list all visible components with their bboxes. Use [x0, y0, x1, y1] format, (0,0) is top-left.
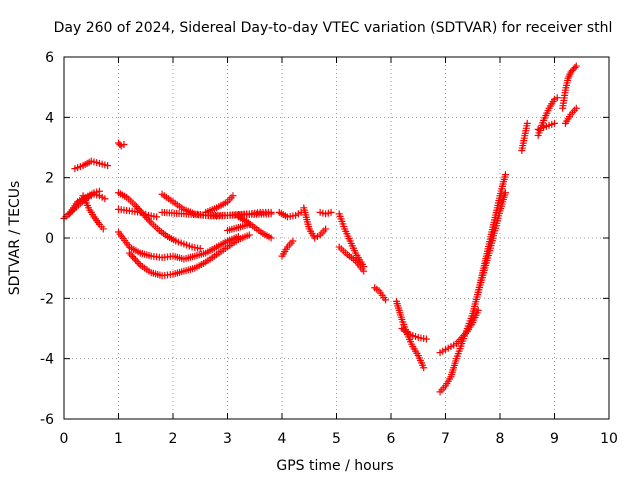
data-point	[267, 210, 275, 218]
series-arc-z	[474, 189, 509, 296]
series-arc-d	[79, 192, 107, 233]
data-point	[135, 259, 143, 267]
data-point	[360, 267, 368, 275]
series-arc-s	[335, 210, 368, 271]
y-tick-label: 2	[45, 171, 54, 187]
y-tick-label: -6	[40, 412, 54, 428]
data-point	[133, 258, 141, 266]
data-point	[501, 171, 509, 179]
series-arc-i	[125, 231, 253, 280]
axis-ticks: 0 1 2 3 4 5 6 7 8 9 10 -6 -4 -2 0 2 4 6	[40, 50, 618, 447]
data-point	[553, 94, 561, 102]
series-arc-c	[65, 187, 103, 218]
data-point	[572, 62, 580, 70]
x-tick-label: 0	[60, 431, 69, 447]
series-arc-r	[316, 208, 335, 218]
data-point	[127, 251, 135, 259]
y-tick-label: -4	[40, 352, 54, 368]
series-arc-w	[398, 325, 430, 343]
data-point	[153, 213, 161, 221]
x-axis-label: GPS time / hours	[276, 458, 393, 474]
data-point	[572, 104, 580, 112]
data-point	[146, 217, 154, 225]
x-tick-label: 3	[223, 431, 232, 447]
series-arc-q	[300, 204, 330, 242]
x-tick-label: 10	[600, 431, 618, 447]
y-tick-label: 6	[45, 50, 54, 66]
data-point	[130, 254, 138, 262]
data-point	[196, 245, 204, 253]
series-arc-t	[335, 243, 368, 275]
data-point	[99, 225, 107, 233]
series-arc-n	[224, 220, 253, 234]
y-tick-label: -2	[40, 291, 54, 307]
data-point	[322, 225, 330, 233]
data-point	[245, 231, 253, 239]
data-point	[101, 195, 109, 203]
data-point	[120, 140, 128, 148]
grid-lines	[64, 57, 609, 419]
data-point	[420, 364, 428, 372]
series-arc-v	[392, 297, 428, 372]
series-arc-o	[275, 208, 305, 221]
series-arc-p	[278, 237, 297, 260]
series-arc-h	[115, 228, 242, 263]
series-arc-ad	[559, 62, 580, 112]
data-point	[422, 335, 430, 343]
x-tick-label: 4	[278, 431, 287, 447]
x-tick-label: 7	[441, 431, 450, 447]
series-arc-g	[115, 205, 161, 221]
data-point	[523, 119, 531, 127]
data-point	[267, 234, 275, 242]
x-tick-label: 2	[169, 431, 178, 447]
data-point	[474, 306, 482, 314]
x-tick-label: 9	[550, 431, 559, 447]
data-point	[571, 64, 579, 72]
data-point	[132, 256, 140, 264]
series-arc-e	[115, 139, 128, 150]
chart-title: Day 260 of 2024, Sidereal Day-to-day VTE…	[54, 20, 613, 36]
x-tick-label: 5	[332, 431, 341, 447]
data-point	[327, 208, 335, 216]
x-tick-label: 1	[114, 431, 123, 447]
data-point	[129, 253, 137, 261]
x-tick-label: 6	[387, 431, 396, 447]
data-point	[104, 162, 112, 170]
data-point	[125, 249, 133, 257]
series-arc-aa	[518, 119, 531, 155]
y-tick-label: 0	[45, 231, 54, 247]
series-arc-x	[436, 171, 509, 396]
y-axis-label: SDTVAR / TECUs	[7, 181, 23, 296]
data-point	[229, 192, 237, 200]
x-tick-label: 8	[496, 431, 505, 447]
data-point	[289, 237, 297, 245]
data-point	[245, 220, 253, 228]
plot-frame	[63, 56, 610, 420]
y-tick-label: 4	[45, 110, 54, 126]
data-point	[95, 187, 103, 195]
data-point	[501, 189, 509, 197]
series-arc-u	[371, 284, 390, 304]
series-arc-ac	[534, 119, 558, 133]
data-point	[382, 296, 390, 304]
data-points	[60, 62, 580, 396]
series-arc-y	[436, 306, 482, 357]
series-arc-ab	[534, 94, 561, 139]
series-arc-b	[71, 157, 112, 173]
data-point	[551, 119, 558, 127]
series-arc-l	[202, 192, 237, 216]
series-arc-ae	[561, 104, 580, 127]
data-point	[132, 203, 140, 211]
